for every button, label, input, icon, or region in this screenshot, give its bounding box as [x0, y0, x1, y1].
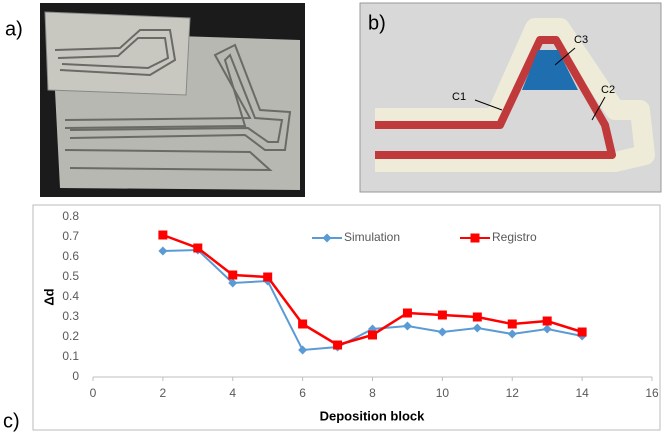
y-tick-label: 0.6: [62, 249, 79, 263]
x-axis-label: Deposition block: [320, 408, 426, 423]
panel-label: c): [3, 410, 20, 432]
y-tick-label: 0.5: [62, 269, 79, 283]
y-tick-label: 0.8: [62, 209, 79, 223]
x-tick-label: 6: [299, 386, 306, 400]
panel-label: a): [5, 18, 23, 40]
marker: [263, 273, 272, 282]
marker: [228, 271, 237, 280]
marker: [438, 311, 447, 320]
legend-marker: [471, 234, 480, 243]
marker: [473, 313, 482, 322]
legend-label: Registro: [492, 230, 537, 244]
x-tick-label: 8: [369, 386, 376, 400]
diagram-label: C1: [452, 91, 466, 103]
marker: [543, 317, 552, 326]
marker: [508, 320, 517, 329]
x-tick-label: 12: [506, 386, 520, 400]
x-tick-label: 16: [645, 386, 659, 400]
marker: [368, 331, 377, 340]
x-tick-label: 4: [229, 386, 236, 400]
y-tick-label: 0.1: [62, 349, 79, 363]
y-tick-label: 0.2: [62, 329, 79, 343]
x-tick-label: 2: [160, 386, 167, 400]
x-tick-label: 0: [90, 386, 97, 400]
figure: a) b) C1 C2 C3 c) Deposition block Δd 00…: [0, 0, 666, 433]
marker: [298, 320, 307, 329]
marker: [578, 328, 587, 337]
marker: [158, 231, 167, 240]
y-tick-label: 0.4: [62, 289, 79, 303]
marker: [193, 244, 202, 253]
diagram-label: C2: [601, 84, 615, 96]
x-tick-label: 14: [575, 386, 589, 400]
legend-label: Simulation: [344, 230, 400, 244]
panel-label: b): [368, 12, 386, 34]
marker: [333, 341, 342, 350]
y-tick-label: 0: [72, 369, 79, 383]
y-tick-label: 0.7: [62, 229, 79, 243]
marker: [403, 309, 412, 318]
diagram-label: C3: [574, 34, 588, 46]
x-tick-label: 10: [436, 386, 450, 400]
y-axis-label: Δd: [41, 288, 56, 305]
y-tick-label: 0.3: [62, 309, 79, 323]
